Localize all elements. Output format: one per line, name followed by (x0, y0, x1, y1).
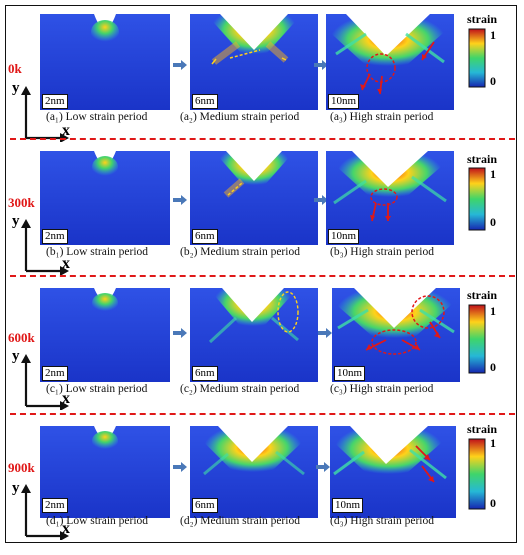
right-arrow-icon (316, 462, 330, 472)
x-axis-label: x (62, 520, 70, 537)
strain-map-medium (190, 426, 318, 518)
colorbar (468, 438, 486, 510)
strain-map-low (40, 426, 170, 518)
colorbar-title: strain (467, 288, 497, 302)
panel-caption: (d₁) Low strain period (46, 515, 149, 527)
right-arrow-icon (173, 462, 187, 472)
temperature-label: 0k (8, 61, 22, 76)
panel-low-strain (40, 426, 170, 518)
panel-medium-strain (190, 426, 318, 518)
strain-map-high (330, 426, 456, 518)
right-arrow-icon (314, 195, 328, 205)
panel-high-strain (326, 151, 454, 245)
axes-icon (21, 484, 69, 540)
scale-bar: 10nm (328, 94, 360, 109)
colorbar-max: 1 (490, 436, 496, 450)
row-900k: 900k 2nm (d₁) Low strain period 6nm (d₂)… (0, 418, 524, 555)
colorbar-min: 0 (490, 215, 496, 229)
scale-bar: 2nm (42, 94, 68, 109)
strain-map-high (326, 151, 454, 245)
axes-icon (21, 219, 69, 275)
axes-icon (21, 354, 69, 410)
panel-caption: (a₂) Medium strain period (180, 111, 300, 123)
strain-map-medium (190, 151, 318, 245)
row-separator (10, 275, 515, 277)
row-separator (10, 138, 515, 140)
x-axis-label: x (62, 390, 70, 407)
panel-caption: (b₁) Low strain period (46, 246, 149, 258)
scale-bar: 6nm (192, 366, 218, 381)
right-arrow-icon (173, 195, 187, 205)
panel-high-strain (332, 288, 460, 382)
row-separator (10, 413, 515, 415)
colorbar (468, 304, 486, 374)
colorbar (468, 28, 486, 88)
scale-bar: 10nm (332, 498, 364, 513)
panel-medium-strain (190, 151, 318, 245)
panel-caption: (c₁) Low strain period (46, 383, 148, 395)
y-axis-label: y (12, 480, 20, 496)
y-axis-label: y (12, 348, 20, 364)
temperature-label: 900k (8, 460, 35, 475)
colorbar-min: 0 (490, 360, 496, 374)
scale-bar: 2nm (42, 229, 68, 244)
colorbar-title: strain (467, 12, 497, 26)
panel-caption: (a₁) Low strain period (46, 111, 148, 123)
scale-bar: 6nm (192, 94, 218, 109)
y-axis-label: y (12, 213, 20, 229)
right-arrow-icon (173, 328, 187, 338)
colorbar-title: strain (467, 152, 497, 166)
scale-bar: 10nm (334, 366, 366, 381)
right-arrow-icon (173, 60, 187, 70)
scale-bar: 2nm (42, 366, 68, 381)
panel-high-strain (330, 426, 456, 518)
colorbar-max: 1 (490, 167, 496, 181)
panel-caption: (d₃) High strain period (330, 515, 434, 527)
row-600k: 600k 2nm (c₁) Low strain period 6nm (c₂)… (0, 280, 524, 417)
scale-bar: 2nm (42, 498, 68, 513)
colorbar-title: strain (467, 422, 497, 436)
panel-caption: (c₂) Medium strain period (180, 383, 300, 395)
colorbar-max: 1 (490, 28, 496, 42)
right-arrow-icon (314, 60, 328, 70)
colorbar-max: 1 (490, 304, 496, 318)
temperature-label: 600k (8, 330, 35, 345)
row-0k: 0k 2nm (a₁) Low strain period 6 (0, 8, 524, 145)
temperature-label: 300k (8, 195, 35, 210)
y-axis-label: y (12, 80, 20, 96)
colorbar (468, 167, 486, 231)
panel-caption: (d₂) Medium strain period (180, 515, 300, 527)
scale-bar: 6nm (192, 229, 218, 244)
colorbar-min: 0 (490, 74, 496, 88)
scale-bar: 10nm (328, 229, 360, 244)
panel-caption: (c₃) High strain period (330, 383, 434, 395)
x-axis-label: x (62, 122, 70, 139)
panel-caption: (b₃) High strain period (330, 246, 434, 258)
row-300k: 300k 2nm (b₁) Low strain period 6nm (b₂)… (0, 143, 524, 280)
right-arrow-icon (318, 328, 332, 338)
colorbar-min: 0 (490, 496, 496, 510)
strain-map-high (332, 288, 460, 382)
panel-caption: (a₃) High strain period (330, 111, 434, 123)
x-axis-label: x (62, 255, 70, 272)
scale-bar: 6nm (192, 498, 218, 513)
figure-frame (5, 5, 517, 543)
panel-caption: (b₂) Medium strain period (180, 246, 300, 258)
